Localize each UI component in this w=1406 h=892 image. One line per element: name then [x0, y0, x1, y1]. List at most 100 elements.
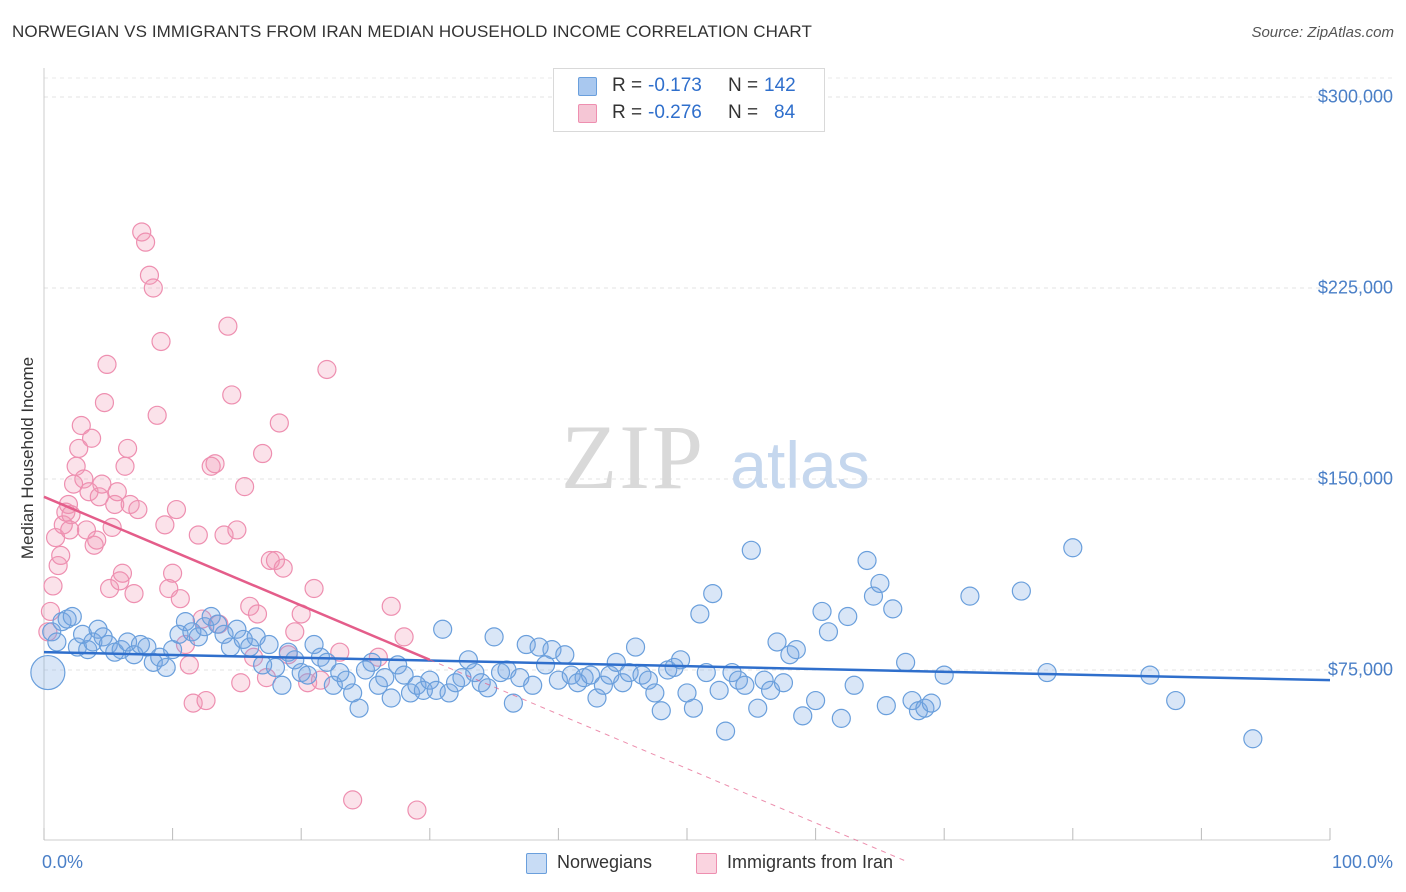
data-point-iran [368, 647, 388, 667]
data-point-norwegians [780, 645, 800, 665]
data-point-norwegians [57, 609, 77, 629]
data-point-iran [179, 655, 199, 675]
data-point-iran [147, 405, 167, 425]
data-point-norwegians [394, 665, 414, 685]
data-point-norwegians [83, 632, 103, 652]
data-point-iran [124, 583, 144, 604]
data-point-norwegians [1037, 662, 1057, 683]
data-point-norwegians [896, 652, 916, 672]
legend-n-label: N = [728, 75, 759, 96]
data-point-norwegians [1011, 581, 1031, 601]
data-point-norwegians [1166, 690, 1186, 711]
data-point-iran [188, 525, 208, 545]
data-point-iran [240, 596, 260, 616]
data-point-iran [381, 596, 401, 616]
legend-n-label: N = [728, 102, 759, 123]
data-point-iran [60, 520, 80, 540]
data-point-norwegians [645, 683, 665, 703]
data-point-norwegians [471, 673, 491, 693]
legend-r-label: R = [612, 75, 643, 96]
data-point-iran [139, 265, 160, 285]
data-point-norwegians [915, 698, 935, 718]
watermark-zip: ZIP [561, 406, 705, 508]
data-point-iran [87, 530, 107, 550]
legend-swatch-blue [578, 77, 597, 96]
data-point-norwegians [870, 573, 890, 594]
data-point-norwegians [934, 665, 954, 685]
data-point-iran [166, 499, 187, 520]
data-point-norwegians [606, 652, 626, 672]
legend-n-value: 84 [774, 102, 796, 123]
data-point-norwegians [445, 673, 466, 693]
trend-lines [43, 495, 1331, 862]
data-point-norwegians [439, 683, 459, 703]
trend-line-norwegians [43, 650, 1331, 682]
data-point-iran [222, 385, 242, 405]
data-point-iran [99, 578, 120, 599]
data-point-norwegians [703, 583, 723, 604]
data-point-norwegians [523, 675, 543, 695]
chart-title: NORWEGIAN VS IMMIGRANTS FROM IRAN MEDIAN… [12, 22, 812, 41]
data-point-norwegians [696, 662, 716, 683]
data-point-norwegians [1063, 538, 1083, 558]
data-point-norwegians [362, 652, 382, 672]
data-point-norwegians [42, 622, 62, 642]
source-label: Source: ZipAtlas.com [1251, 24, 1394, 41]
data-point-norwegians [664, 657, 684, 678]
data-point-iran [273, 558, 293, 578]
data-point-norwegians [767, 632, 787, 652]
data-point-norwegians [433, 619, 453, 639]
data-point-norwegians [921, 693, 941, 713]
data-point-iran [117, 438, 138, 459]
data-point-iran [265, 550, 286, 571]
data-point-norwegians [625, 637, 646, 657]
data-point-norwegians [208, 614, 228, 634]
data-point-iran [247, 604, 268, 624]
data-point-iran [128, 499, 148, 520]
axes [43, 68, 1331, 841]
data-point-norwegians [201, 606, 221, 627]
data-point-iran [115, 456, 135, 476]
data-point-norwegians [741, 540, 761, 560]
data-point-norwegians [407, 675, 427, 695]
y-tick-label: $225,000 [1317, 277, 1393, 298]
data-point-norwegians [773, 673, 794, 693]
data-point-norwegians [30, 654, 66, 691]
data-point-iran [97, 354, 117, 374]
data-point-iran [135, 232, 156, 252]
data-point-norwegians [156, 657, 176, 678]
data-point-norwegians [1243, 729, 1263, 749]
data-point-norwegians [709, 680, 729, 700]
data-point-iran [92, 474, 112, 494]
data-point-iran [304, 578, 324, 599]
data-point-norwegians [555, 645, 575, 665]
y-tick-label: $300,000 [1317, 86, 1393, 107]
data-point-norwegians [805, 690, 826, 711]
data-point-norwegians [259, 634, 279, 655]
data-point-norwegians [883, 599, 903, 619]
data-point-norwegians [670, 650, 691, 670]
data-point-iran [343, 790, 363, 810]
data-point-iran [310, 670, 331, 690]
data-point-norwegians [62, 606, 82, 627]
data-point-iran [155, 515, 175, 535]
data-point-norwegians [381, 688, 401, 708]
data-point-iran [112, 563, 133, 583]
data-point-iran [285, 622, 305, 642]
data-point-norwegians [857, 550, 877, 571]
data-point-norwegians [349, 698, 369, 718]
data-point-iran [214, 525, 234, 545]
y-tick-label: $150,000 [1317, 468, 1393, 489]
data-point-iran [107, 482, 127, 502]
watermark: ZIP atlas [561, 406, 870, 508]
data-point-iran [74, 469, 94, 489]
data-point-norwegians [690, 604, 710, 624]
data-point-norwegians [651, 701, 671, 721]
data-point-norwegians [478, 678, 498, 698]
data-point-norwegians [831, 708, 851, 728]
data-point-norwegians [330, 662, 350, 683]
data-point-iran [151, 331, 171, 352]
data-point-norwegians [683, 698, 704, 718]
data-point-norwegians [748, 698, 768, 718]
